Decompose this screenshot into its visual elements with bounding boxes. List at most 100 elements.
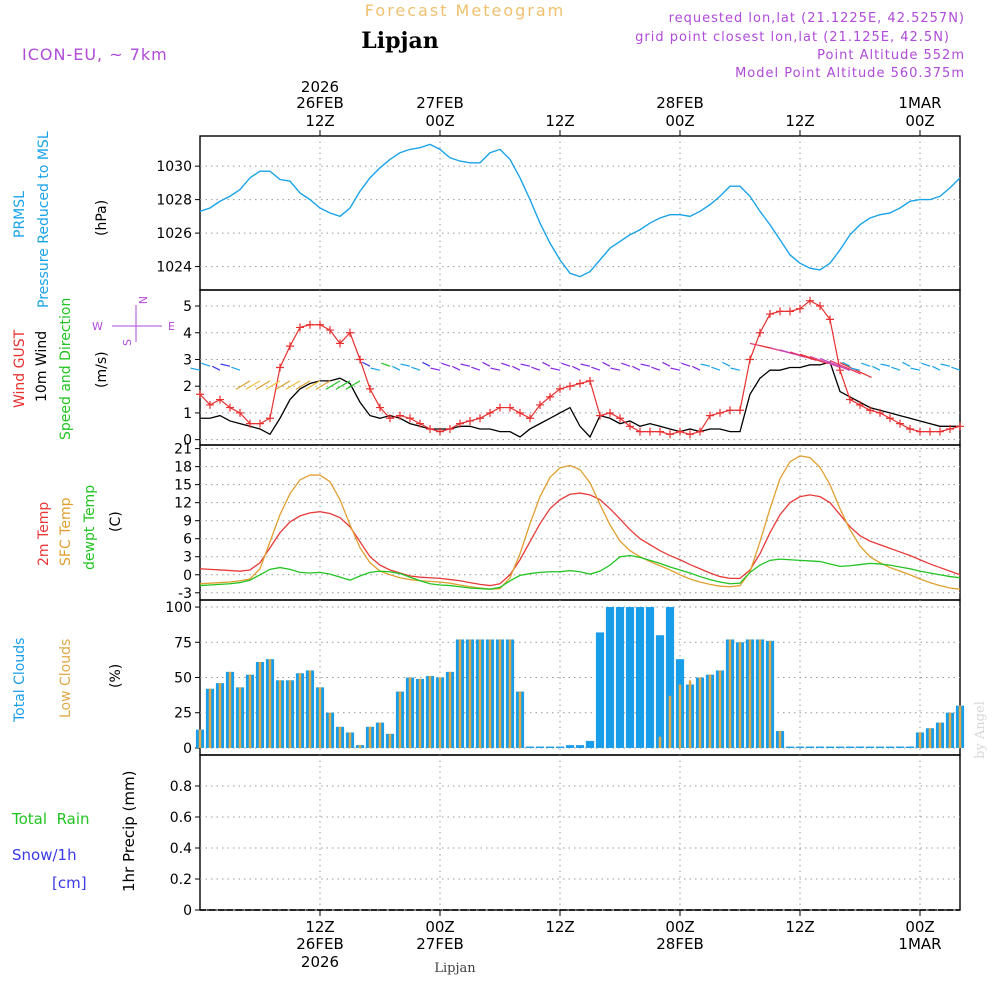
wind-direction-arrow bbox=[255, 380, 271, 390]
temp-unit: (C) bbox=[108, 511, 124, 532]
wind-gust-marker bbox=[706, 411, 714, 420]
wind-gust-marker bbox=[366, 384, 374, 393]
total-cloud-bar bbox=[865, 746, 875, 748]
wind-direction-arrow bbox=[662, 361, 671, 367]
low-cloud-bar bbox=[448, 671, 452, 748]
low-cloud-bar bbox=[938, 722, 942, 748]
wind-direction-arrow bbox=[305, 380, 321, 390]
precip-ytick-label: 0 bbox=[183, 903, 192, 919]
low-cloud-bar bbox=[918, 732, 922, 748]
cloud-ytick-label: 75 bbox=[174, 635, 192, 651]
wind-gust-marker bbox=[786, 307, 794, 316]
low-cloud-bar bbox=[288, 680, 292, 748]
low-cloud-bar bbox=[438, 677, 442, 748]
wind-ytick-label: 1 bbox=[183, 406, 192, 422]
temp-ytick-label: 0 bbox=[183, 568, 192, 584]
wind-gust-marker bbox=[696, 427, 704, 436]
low-cloud-bar bbox=[198, 729, 202, 748]
wind-gust-marker bbox=[406, 414, 414, 423]
wind-direction-arrow bbox=[235, 380, 251, 390]
low-cloud-bar bbox=[258, 662, 262, 748]
wind-gust-marker bbox=[816, 302, 824, 311]
total-cloud-bar bbox=[535, 746, 545, 748]
cloud-label-1: Total Clouds bbox=[12, 638, 28, 723]
total-cloud-bar bbox=[835, 746, 845, 748]
wind-direction-arrow bbox=[910, 367, 921, 371]
wind-direction-arrow bbox=[345, 380, 361, 390]
requested-coords: requested lon,lat (21.1225E, 42.5257N) bbox=[669, 11, 965, 26]
wind-gust-marker bbox=[326, 326, 334, 335]
total-cloud-bar bbox=[615, 607, 625, 748]
wind-direction-arrow bbox=[640, 363, 651, 367]
total-cloud-bar bbox=[565, 745, 575, 748]
wind-gust-marker bbox=[656, 427, 664, 436]
cloud-unit: (%) bbox=[108, 664, 124, 688]
low-cloud-bar bbox=[678, 684, 682, 748]
low-cloud-bar bbox=[748, 639, 752, 748]
wind-gust-marker bbox=[716, 408, 724, 417]
wind-direction-arrow bbox=[809, 355, 840, 368]
wind-compass: W E N S bbox=[92, 296, 175, 346]
low-cloud-bar bbox=[298, 673, 302, 748]
low-cloud-bar bbox=[328, 712, 332, 748]
wind-direction-arrow bbox=[531, 366, 541, 371]
total-cloud-bar bbox=[625, 607, 635, 748]
snow-unit: [cm] bbox=[52, 874, 87, 892]
bottom-time-label-hour: 12Z bbox=[305, 918, 334, 936]
wind-gust-marker bbox=[396, 411, 404, 420]
wind-gust-marker bbox=[916, 427, 924, 436]
wind-ytick-label: 4 bbox=[183, 326, 192, 342]
wind-gust-marker bbox=[676, 427, 684, 436]
sfctemp-line bbox=[199, 455, 961, 590]
cloud-ytick-label: 100 bbox=[165, 600, 192, 616]
wind-direction-arrow bbox=[231, 366, 241, 371]
low-cloud-bar bbox=[238, 687, 242, 748]
total-cloud-bar bbox=[575, 745, 585, 748]
total-cloud-bar bbox=[585, 740, 595, 748]
total-cloud-bar bbox=[845, 746, 855, 748]
wind-direction-arrow bbox=[325, 380, 341, 390]
compass-s: S bbox=[121, 339, 134, 346]
total-cloud-bar bbox=[785, 746, 795, 748]
temp2m-line bbox=[199, 492, 961, 587]
wind-ytick-label: 3 bbox=[183, 352, 192, 368]
wind-gust-marker bbox=[296, 323, 304, 332]
wind-gust-marker bbox=[286, 342, 294, 351]
wind-gust-marker bbox=[546, 392, 554, 401]
total-cloud-bar bbox=[815, 746, 825, 748]
wind-gust-marker bbox=[936, 427, 944, 436]
total-cloud-bar bbox=[805, 746, 815, 748]
top-time-label-date: 1MAR bbox=[898, 94, 941, 112]
wind-direction-arrow bbox=[400, 363, 411, 367]
wind-direction-arrow bbox=[501, 362, 511, 367]
pressure-series-line bbox=[199, 143, 961, 278]
total-cloud-bar bbox=[855, 746, 865, 748]
wind-gust-marker bbox=[776, 307, 784, 316]
total-cloud-bar bbox=[645, 607, 655, 748]
precip-frame bbox=[199, 754, 961, 911]
wind-gust-marker bbox=[926, 427, 934, 436]
wind-gust-marker bbox=[766, 310, 774, 319]
bottom-time-label-hour: 00Z bbox=[905, 918, 934, 936]
wind-gust-marker bbox=[846, 395, 854, 404]
total-cloud-bar bbox=[795, 746, 805, 748]
wind-direction-arrow bbox=[370, 367, 381, 371]
wind-direction-arrow bbox=[872, 365, 881, 371]
bottom-time-label-hour: 00Z bbox=[665, 918, 694, 936]
wind-direction-arrow bbox=[711, 366, 721, 371]
wind-gust-marker bbox=[236, 408, 244, 417]
total-cloud-bar bbox=[635, 607, 645, 748]
low-cloud-bar bbox=[768, 640, 772, 748]
low-cloud-bar bbox=[378, 722, 382, 748]
wind-gust-marker bbox=[466, 416, 474, 425]
wind-gust-marker bbox=[416, 419, 424, 428]
temp-ytick-label: 18 bbox=[174, 460, 192, 476]
cloud-ytick-label: 50 bbox=[174, 671, 192, 687]
wind-gust-marker bbox=[666, 430, 674, 439]
wind-direction-arrow bbox=[190, 367, 201, 371]
low-cloud-bar bbox=[718, 670, 722, 748]
wind-direction-arrow bbox=[799, 353, 828, 365]
wind-direction-arrow bbox=[621, 362, 631, 367]
bottom-time-label-hour: 12Z bbox=[785, 918, 814, 936]
wind-direction-arrow bbox=[670, 367, 681, 371]
